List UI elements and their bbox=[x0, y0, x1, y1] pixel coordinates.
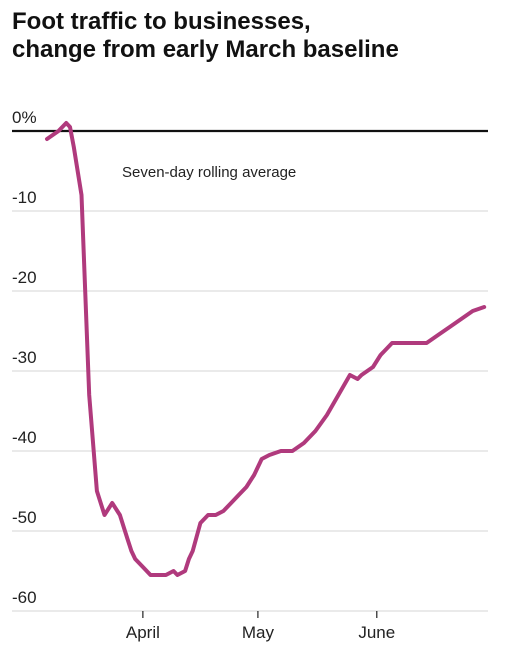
series-line-0 bbox=[45, 121, 487, 577]
chart-title: Foot traffic to businesses, change from … bbox=[12, 8, 492, 64]
y-tick-label: -40 bbox=[12, 428, 37, 447]
y-tick-label: -10 bbox=[12, 188, 37, 207]
y-tick-label: -20 bbox=[12, 268, 37, 287]
annotation-label: Seven-day rolling average bbox=[122, 164, 296, 181]
y-tick-label: -50 bbox=[12, 508, 37, 527]
chart-title-line-2: change from early March baseline bbox=[12, 36, 399, 63]
chart-title-line-1: Foot traffic to businesses, bbox=[12, 8, 311, 35]
y-tick-label: -60 bbox=[12, 588, 37, 607]
y-tick-label: -30 bbox=[12, 348, 37, 367]
x-tick-label: May bbox=[242, 623, 275, 642]
x-tick-label: April bbox=[126, 623, 160, 642]
y-tick-label: 0% bbox=[12, 108, 37, 127]
x-tick-label: June bbox=[358, 623, 395, 642]
